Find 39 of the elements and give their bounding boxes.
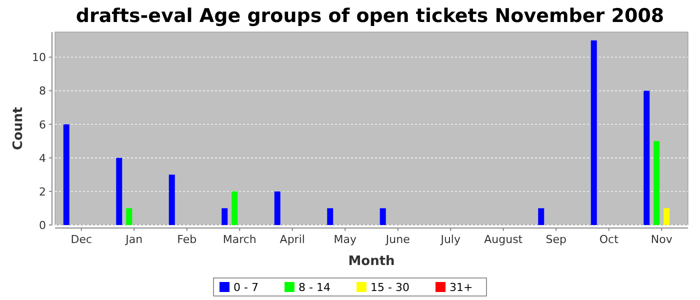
x-tick-label: May: [334, 233, 357, 246]
bar: [664, 208, 670, 225]
x-tick-label: July: [440, 233, 461, 246]
y-tick-label: 2: [39, 185, 46, 198]
chart-title: drafts-eval Age groups of open tickets November 2008: [76, 5, 664, 27]
bar: [232, 191, 238, 225]
y-axis-title: Count: [11, 106, 26, 150]
bar: [644, 90, 650, 225]
bar: [327, 208, 334, 225]
bar: [274, 191, 280, 225]
y-tick-label: 10: [32, 51, 46, 64]
x-axis-title: Month: [348, 254, 395, 269]
x-tick-label: Nov: [650, 233, 673, 246]
x-tick-label: Oct: [599, 233, 620, 246]
x-tick-label: April: [280, 233, 305, 246]
x-tick-label: Dec: [70, 233, 92, 246]
x-tick-label: June: [384, 233, 410, 246]
legend-label: 15 - 30: [370, 281, 410, 294]
legend-label: 8 - 14: [298, 281, 330, 294]
y-tick-label: 4: [39, 152, 46, 165]
bar: [654, 141, 660, 225]
bar: [222, 208, 228, 225]
bar: [116, 158, 122, 225]
bar: [168, 174, 175, 225]
y-tick-label: 8: [39, 84, 46, 98]
x-tick-label: Feb: [177, 233, 197, 246]
y-tick-label: 6: [39, 118, 46, 132]
x-tick-label: Sep: [546, 233, 567, 246]
x-tick-label: March: [222, 233, 256, 246]
x-tick-label: Jan: [124, 233, 143, 246]
x-tick-label: August: [484, 233, 524, 246]
bar: [63, 124, 70, 225]
legend-label: 31+: [450, 281, 473, 294]
y-tick-label: 0: [39, 219, 46, 232]
bar: [538, 208, 544, 225]
legend-label: 0 - 7: [234, 281, 258, 294]
bar: [126, 208, 132, 225]
bar: [590, 40, 597, 225]
bar: [380, 208, 386, 225]
